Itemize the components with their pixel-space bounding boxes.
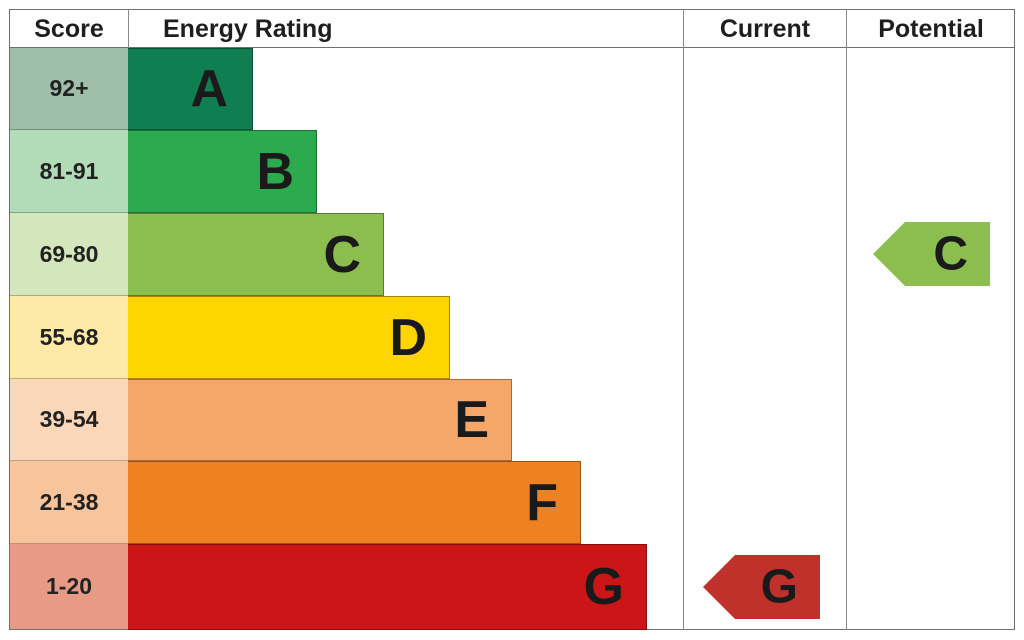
rating-bar-d: D bbox=[128, 296, 450, 379]
bar-letter: B bbox=[256, 142, 294, 201]
score-cell-d: 55-68 bbox=[10, 296, 128, 379]
header-potential: Potential bbox=[878, 15, 984, 43]
rating-bar-a: A bbox=[128, 48, 253, 130]
header-current: Current bbox=[719, 15, 811, 43]
rating-bar-b: B bbox=[128, 130, 317, 213]
rating-bar-f: F bbox=[128, 461, 581, 544]
arrow-shape-icon bbox=[703, 555, 820, 619]
current-rating-arrow: G bbox=[703, 555, 820, 619]
bar-letter: D bbox=[389, 308, 427, 367]
bar-letter: E bbox=[454, 391, 489, 449]
score-cell-e: 39-54 bbox=[10, 379, 128, 461]
current-column-divider bbox=[846, 9, 847, 630]
rating-bar-c: C bbox=[128, 213, 384, 296]
current-rating-letter: G bbox=[760, 560, 798, 614]
score-cell-a: 92+ bbox=[10, 48, 128, 130]
score-cell-c: 69-80 bbox=[10, 213, 128, 296]
header-score: Score bbox=[34, 15, 104, 43]
score-cell-g: 1-20 bbox=[10, 544, 128, 629]
arrow-shape-icon bbox=[873, 222, 990, 286]
rating-bar-g: G bbox=[128, 544, 647, 630]
potential-rating-letter: C bbox=[933, 227, 968, 281]
potential-rating-arrow: C bbox=[873, 222, 990, 286]
score-cell-b: 81-91 bbox=[10, 130, 128, 213]
header-energy-rating: Energy Rating bbox=[163, 15, 333, 43]
bar-letter: F bbox=[526, 473, 558, 532]
header-divider bbox=[9, 47, 1015, 48]
rating-bar-e: E bbox=[128, 379, 512, 461]
bar-letter: A bbox=[190, 60, 228, 118]
score-cell-f: 21-38 bbox=[10, 461, 128, 544]
rating-column-divider bbox=[683, 9, 684, 630]
bar-letter: G bbox=[583, 558, 624, 616]
bar-letter: C bbox=[323, 225, 361, 284]
